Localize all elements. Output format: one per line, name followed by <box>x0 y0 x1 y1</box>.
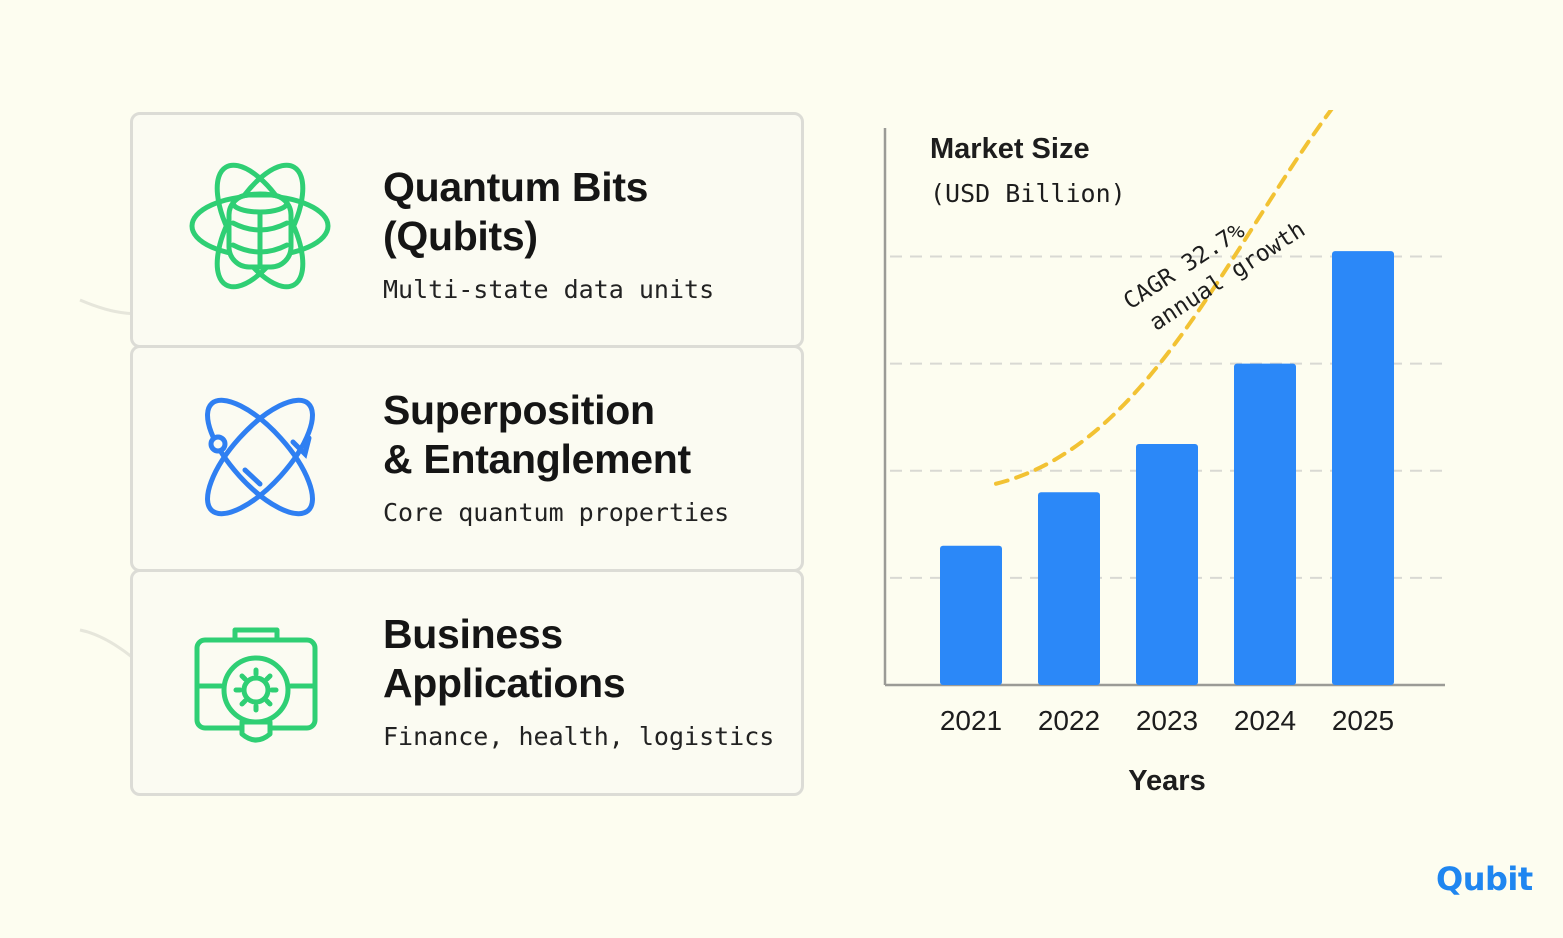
market-size-chart: Market Size (USD Billion) 2021 2022 2023 20… <box>883 110 1450 797</box>
x-axis-label: Years <box>1128 765 1205 797</box>
growth-trend-line <box>994 110 1334 486</box>
bar-2022 <box>1038 492 1100 685</box>
atom-database-icon <box>189 162 331 290</box>
card-superposition: Superposition & Entanglement Core quantu… <box>130 345 804 572</box>
bar-2025 <box>1332 251 1394 686</box>
card-title: Superposition & Entanglement <box>383 387 691 482</box>
x-tick-label: 2024 <box>1234 705 1296 736</box>
entangled-orbits-icon <box>205 397 315 517</box>
x-tick-label: 2025 <box>1332 705 1394 736</box>
card-qubits: Quantum Bits (Qubits) Multi-state data u… <box>130 112 804 348</box>
feature-cards: Quantum Bits (Qubits) Multi-state data u… <box>130 112 804 796</box>
x-tick-label: 2022 <box>1038 705 1100 736</box>
card-subtitle: Core quantum properties <box>383 498 730 527</box>
qubit-logo: Qubit <box>1436 860 1533 898</box>
x-tick-label: 2023 <box>1136 705 1198 736</box>
briefcase-lightbulb-icon <box>194 627 318 743</box>
chart-subtitle: (USD Billion) <box>930 179 1126 208</box>
bar-2021 <box>940 545 1002 685</box>
card-subtitle: Multi-state data units <box>383 275 715 304</box>
chart-title: Market Size <box>930 133 1090 165</box>
bars <box>940 251 1394 686</box>
card-business: Business Applications Finance, health, l… <box>130 569 804 796</box>
card-subtitle: Finance, health, logistics <box>383 722 775 751</box>
x-tick-labels: 2021 2022 2023 2024 2025 <box>940 705 1394 736</box>
card-title: Quantum Bits (Qubits) <box>383 164 649 259</box>
x-tick-label: 2021 <box>940 705 1002 736</box>
cagr-annotation: CAGR 32.7% annual growth <box>1119 217 1310 337</box>
card-title: Business Applications <box>383 611 626 706</box>
bar-2023 <box>1136 443 1198 685</box>
bar-2024 <box>1234 363 1296 685</box>
